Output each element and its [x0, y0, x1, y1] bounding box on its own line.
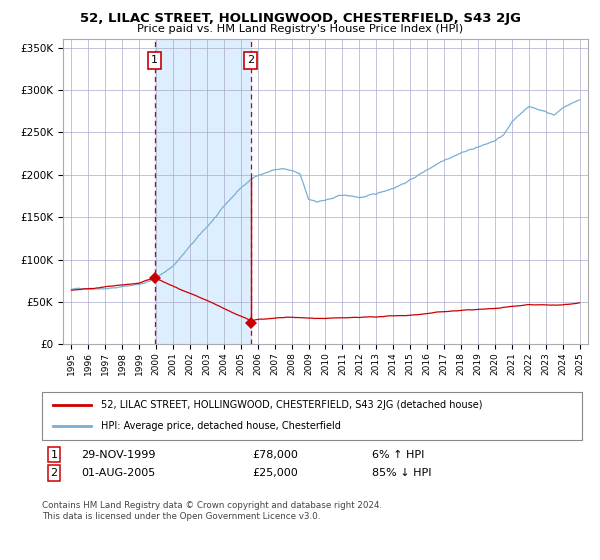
- Text: 29-NOV-1999: 29-NOV-1999: [81, 450, 155, 460]
- Text: 1: 1: [50, 450, 58, 460]
- Text: £78,000: £78,000: [252, 450, 298, 460]
- Text: 2: 2: [247, 55, 254, 66]
- Text: 01-AUG-2005: 01-AUG-2005: [81, 468, 155, 478]
- Text: 6% ↑ HPI: 6% ↑ HPI: [372, 450, 424, 460]
- Text: Price paid vs. HM Land Registry's House Price Index (HPI): Price paid vs. HM Land Registry's House …: [137, 24, 463, 34]
- Text: £25,000: £25,000: [252, 468, 298, 478]
- Text: HPI: Average price, detached house, Chesterfield: HPI: Average price, detached house, Ches…: [101, 421, 341, 431]
- Text: 52, LILAC STREET, HOLLINGWOOD, CHESTERFIELD, S43 2JG: 52, LILAC STREET, HOLLINGWOOD, CHESTERFI…: [79, 12, 521, 25]
- Text: 52, LILAC STREET, HOLLINGWOOD, CHESTERFIELD, S43 2JG (detached house): 52, LILAC STREET, HOLLINGWOOD, CHESTERFI…: [101, 400, 483, 410]
- Text: 85% ↓ HPI: 85% ↓ HPI: [372, 468, 431, 478]
- FancyBboxPatch shape: [42, 392, 582, 440]
- Text: Contains HM Land Registry data © Crown copyright and database right 2024.
This d: Contains HM Land Registry data © Crown c…: [42, 501, 382, 521]
- Bar: [155, 39, 251, 344]
- Text: 1: 1: [151, 55, 158, 66]
- Text: 2: 2: [50, 468, 58, 478]
